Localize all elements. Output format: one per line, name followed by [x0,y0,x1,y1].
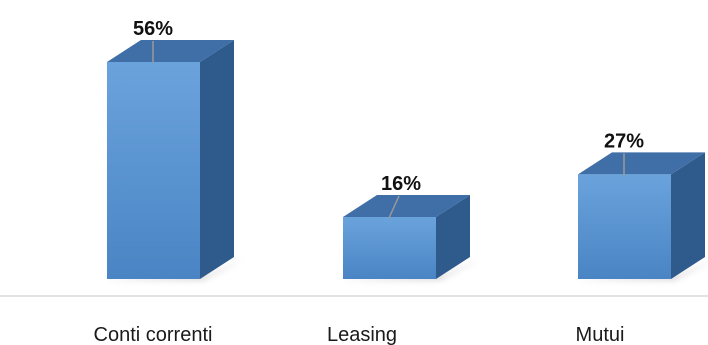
data-label: 16% [381,173,421,195]
bar-side-face [671,152,705,279]
bar-shadow [339,259,480,280]
data-label-leader [388,195,400,219]
data-label: 27% [604,130,644,152]
bar-shadow [103,259,244,280]
bar-1 [103,40,244,280]
bar-front-face [343,217,436,279]
bar-front-face [107,62,200,279]
bar-top-face [107,40,234,62]
category-label: Mutui [576,324,625,345]
bar-front-face [578,174,671,279]
bar-side-face [436,195,470,279]
category-label: Conti correnti [94,324,213,345]
bar-3 [574,152,708,280]
category-label: Leasing [327,324,397,345]
bar-top-face [343,195,470,217]
data-label: 56% [133,18,173,40]
bar-2 [339,195,480,280]
bar-side-face [200,40,234,279]
bar-top-face [578,152,705,175]
